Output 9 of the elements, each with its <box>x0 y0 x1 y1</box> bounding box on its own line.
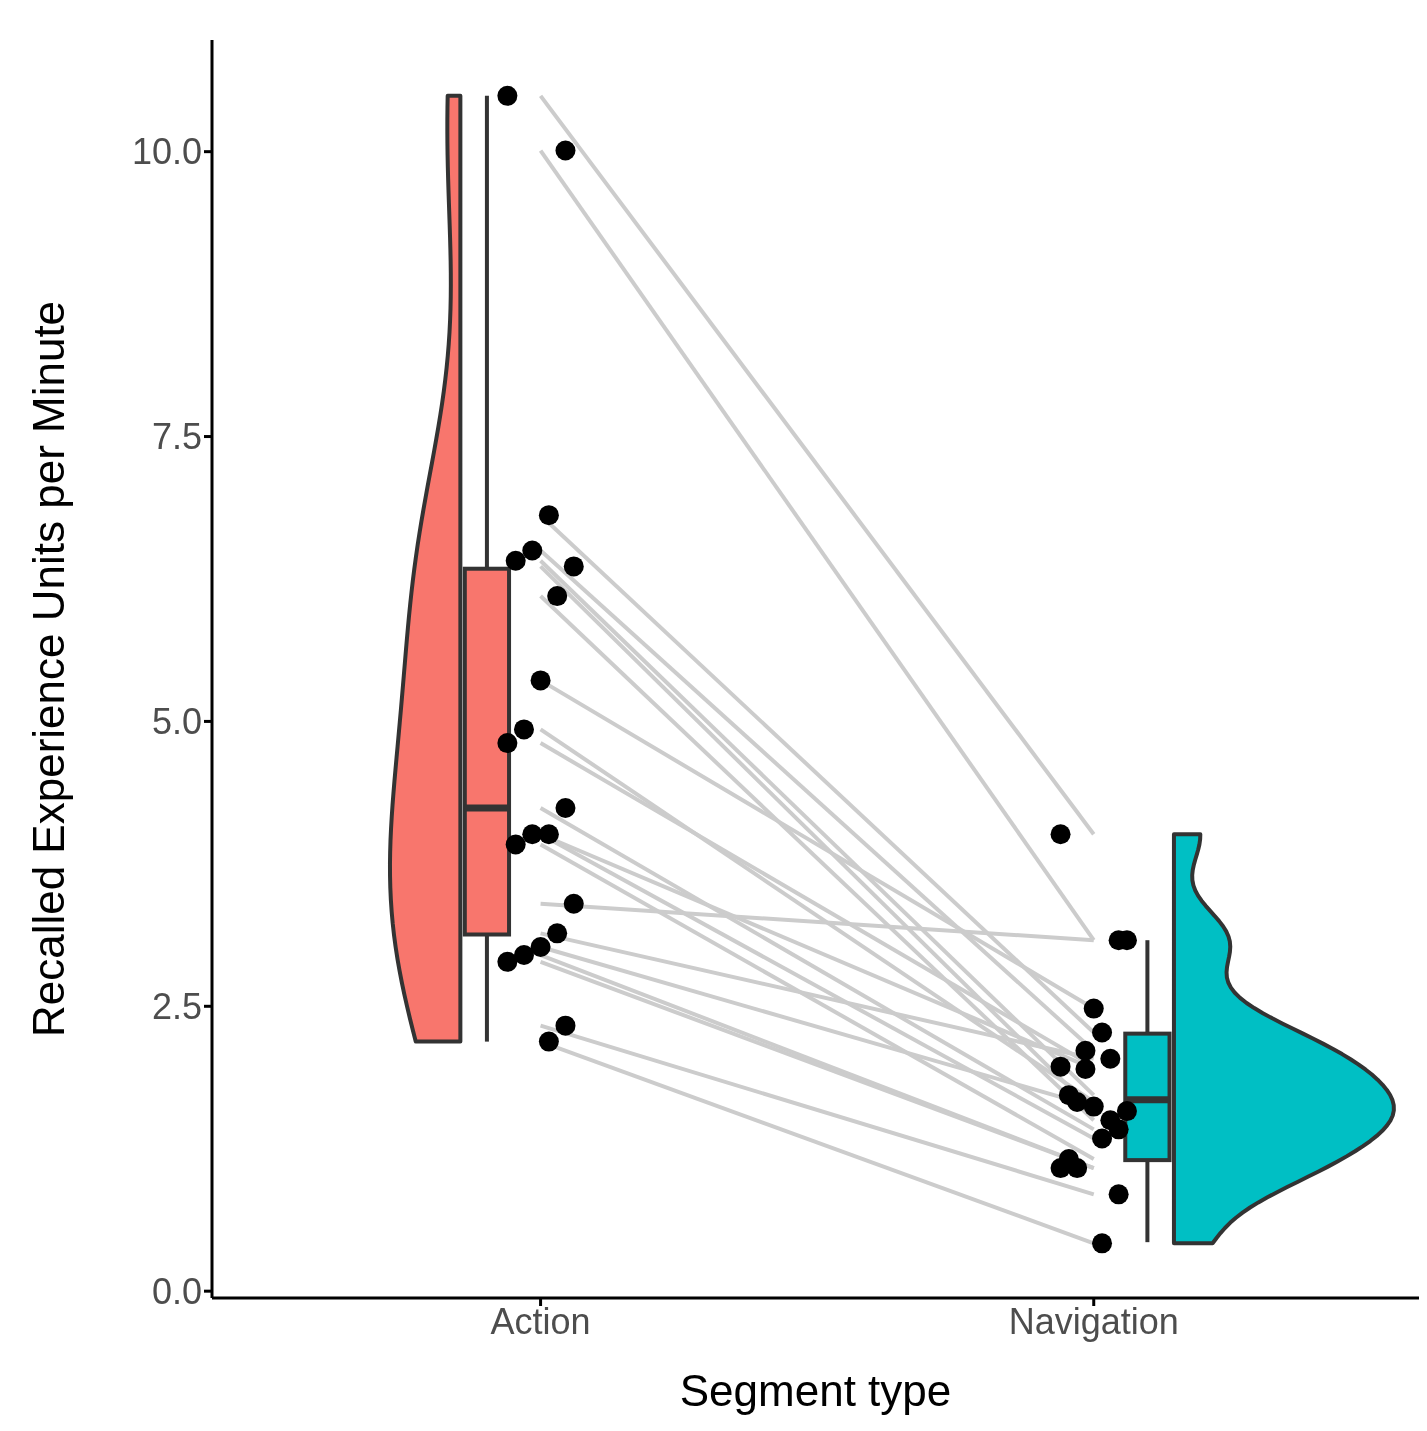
y-tick-label: 7.5 <box>151 416 202 458</box>
y-tick-label: 5.0 <box>151 701 202 743</box>
y-tick-label: 0.0 <box>151 1270 202 1312</box>
x-tick-label: Navigation <box>1008 1300 1179 1342</box>
y-tick-label: 10.0 <box>131 131 202 173</box>
x-tick-label: Action <box>490 1300 591 1342</box>
x-axis-title: Segment type <box>679 1366 952 1415</box>
y-axis-title: Recalled Experience Units per Minute <box>23 300 73 1038</box>
y-tick-label: 2.5 <box>151 986 202 1028</box>
